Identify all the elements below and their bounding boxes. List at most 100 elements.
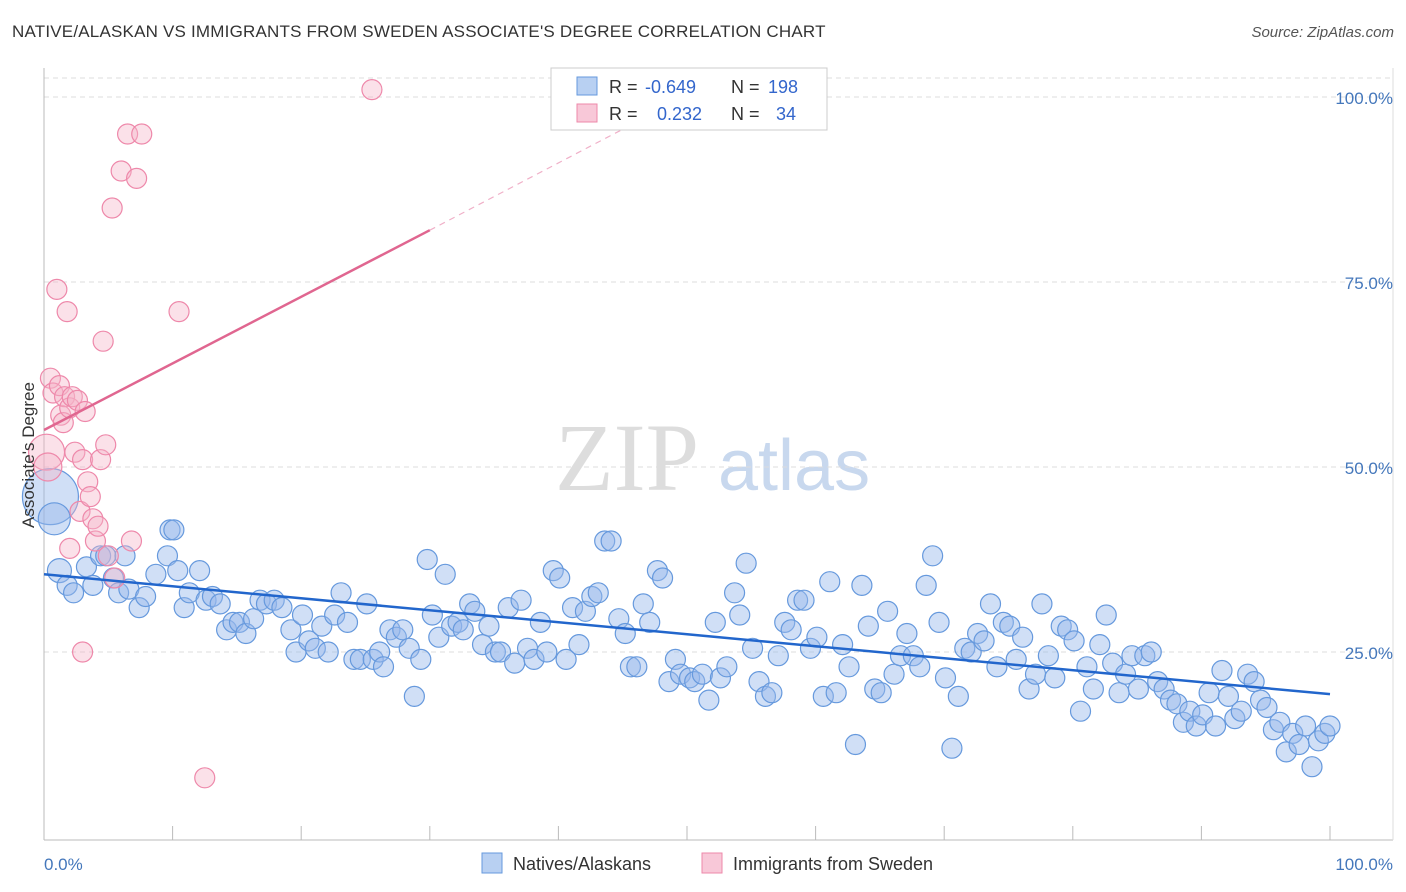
legend-n-value-2: 34 xyxy=(776,104,796,124)
native-point xyxy=(986,656,1008,678)
native-point xyxy=(851,574,873,597)
native-point xyxy=(877,600,899,622)
native-point xyxy=(896,622,918,645)
native-point xyxy=(723,582,746,604)
native-point xyxy=(349,648,371,671)
native-point xyxy=(909,656,931,678)
native-point xyxy=(928,611,950,634)
native-point xyxy=(1057,619,1079,641)
native-point xyxy=(416,548,438,571)
y-tick-labels: 25.0% 50.0% 75.0% 100.0% xyxy=(1335,89,1393,663)
sweden-point xyxy=(110,160,132,182)
native-point xyxy=(1069,700,1092,722)
native-point xyxy=(857,615,879,637)
native-point xyxy=(134,585,157,608)
native-point xyxy=(209,593,231,615)
native-point xyxy=(992,611,1014,634)
sweden-point xyxy=(87,515,109,537)
sweden-point xyxy=(361,78,383,101)
native-point xyxy=(1319,715,1341,737)
native-point xyxy=(291,604,314,626)
native-point xyxy=(510,589,532,611)
native-point xyxy=(478,615,500,637)
native-point xyxy=(1159,689,1182,711)
sweden-point xyxy=(53,386,76,408)
native-point xyxy=(691,663,714,685)
native-point xyxy=(1044,667,1066,689)
native-point xyxy=(464,600,486,622)
chart-title: NATIVE/ALASKAN VS IMMIGRANTS FROM SWEDEN… xyxy=(12,22,826,41)
native-point xyxy=(471,633,494,656)
legend-r-label-1: R = xyxy=(609,77,638,97)
sweden-point xyxy=(69,500,91,522)
legend-n-value-1: 198 xyxy=(768,77,798,97)
native-point xyxy=(536,641,558,663)
sweden-point xyxy=(66,389,89,411)
native-point xyxy=(410,648,432,671)
native-point xyxy=(1050,615,1072,637)
native-point xyxy=(37,502,71,536)
native-point xyxy=(1294,715,1317,737)
sweden-trend-line xyxy=(43,229,431,432)
native-point xyxy=(1256,696,1278,719)
native-point xyxy=(941,737,963,759)
legend-swatch-pink xyxy=(576,103,598,123)
native-point xyxy=(684,670,706,693)
native-point xyxy=(523,648,545,671)
native-point xyxy=(304,637,326,659)
native-point xyxy=(484,641,506,663)
sweden-point xyxy=(168,301,190,323)
native-point xyxy=(372,656,395,678)
native-point xyxy=(1127,678,1149,700)
native-point xyxy=(870,682,892,704)
native-point xyxy=(761,682,783,704)
native-point xyxy=(1089,633,1111,656)
native-point xyxy=(324,604,346,626)
native-point xyxy=(780,619,802,641)
native-point xyxy=(786,589,809,611)
sweden-point xyxy=(33,452,63,482)
watermark-atlas: atlas xyxy=(718,426,870,506)
legend-r-value-1: -0.649 xyxy=(645,77,696,97)
native-point xyxy=(1140,641,1162,663)
native-point xyxy=(819,571,841,593)
sweden-point xyxy=(71,641,94,663)
native-point xyxy=(767,645,789,667)
native-point xyxy=(1082,678,1104,700)
native-point xyxy=(243,608,265,630)
native-point xyxy=(838,656,860,678)
native-point xyxy=(954,637,976,659)
native-point xyxy=(452,619,474,641)
native-point xyxy=(658,670,680,693)
watermark-zip: ZIP xyxy=(555,404,699,511)
sweden-point xyxy=(71,449,94,471)
native-point xyxy=(343,648,365,671)
legend-r-value-2: 0.232 xyxy=(657,104,702,124)
native-point xyxy=(336,611,359,634)
native-point xyxy=(1095,604,1117,626)
native-point xyxy=(600,530,622,552)
native-point xyxy=(1134,645,1156,667)
sweden-point xyxy=(120,530,143,552)
sweden-point xyxy=(56,301,78,323)
native-point xyxy=(1211,659,1233,682)
y-axis-label: Associate's Degree xyxy=(19,382,38,528)
native-point xyxy=(947,685,969,708)
native-point xyxy=(581,585,603,608)
native-point xyxy=(883,663,905,685)
natives-trend-line xyxy=(43,573,1331,696)
native-point xyxy=(709,667,732,689)
native-point xyxy=(317,641,339,663)
native-point xyxy=(434,563,456,585)
native-point xyxy=(421,604,443,626)
native-point xyxy=(1076,656,1098,678)
sweden-point xyxy=(131,123,153,145)
sweden-point xyxy=(101,197,123,219)
native-point xyxy=(626,656,648,678)
series1-label: Natives/Alaskans xyxy=(513,854,651,874)
native-point xyxy=(704,611,726,634)
native-point xyxy=(280,619,302,641)
native-point xyxy=(489,641,512,663)
legend-swatch-blue xyxy=(576,76,598,96)
